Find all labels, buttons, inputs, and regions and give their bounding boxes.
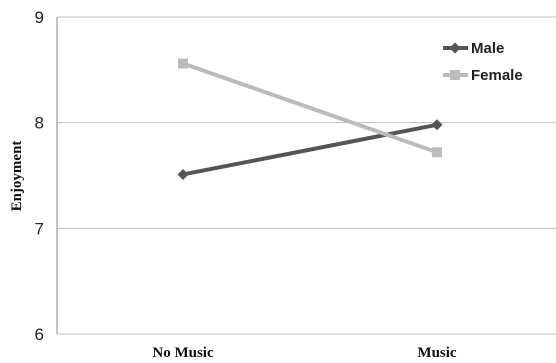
y-tick-label: 7 [35, 219, 44, 238]
series-line-male [182, 122, 438, 177]
y-tick-label: 9 [35, 8, 44, 27]
y-tick-label: 6 [35, 325, 44, 344]
series-line-female [182, 61, 438, 155]
y-tick-label: 8 [35, 114, 44, 133]
x-tick-label: Music [417, 345, 457, 361]
legend-marker-female [450, 70, 460, 80]
x-tick-labels: No Music Music [152, 345, 457, 361]
legend-marker-male [449, 42, 461, 54]
data-point-male [431, 119, 443, 131]
data-point-female [178, 58, 188, 69]
series-group [177, 58, 443, 180]
legend-label-male: Male [471, 40, 504, 57]
y-tick-labels: 6 7 8 9 [35, 8, 44, 344]
legend: Male Female [443, 40, 523, 84]
y-axis-label: Enjoyment [9, 141, 25, 212]
x-tick-label: No Music [152, 345, 214, 361]
data-point-female [432, 147, 442, 158]
gridlines [57, 16, 556, 335]
legend-label-female: Female [471, 67, 523, 84]
data-point-male [177, 168, 189, 180]
